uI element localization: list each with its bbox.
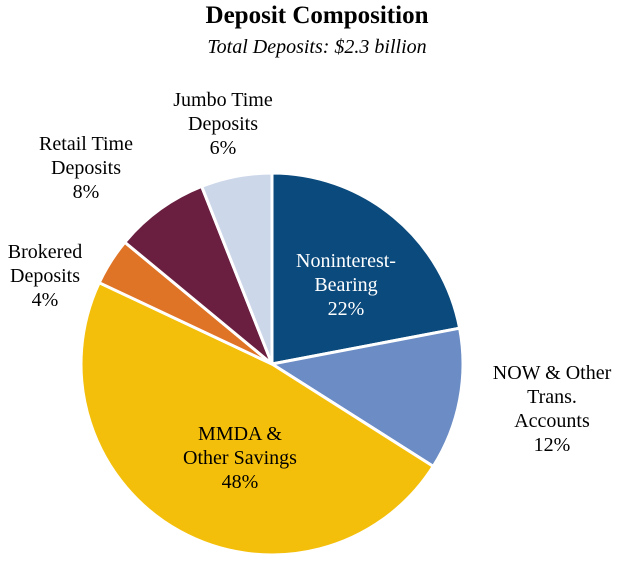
slice-label: Noninterest-Bearing 22%: [296, 250, 396, 320]
slice-label-line: Jumbo Time: [173, 89, 273, 111]
slice-label-line: Other Savings: [183, 447, 297, 469]
slice-percent: 6%: [210, 137, 237, 159]
pie-slice: [79, 281, 435, 557]
slice-label-line: MMDA &: [198, 423, 282, 445]
slice-percent: 48%: [222, 471, 259, 493]
slice-percent: 22%: [328, 298, 365, 320]
slice-label-line: Deposits: [51, 157, 121, 179]
pie-slices: [79, 171, 465, 557]
slice-label-line: Bearing: [314, 274, 377, 296]
pie-slice: [270, 171, 462, 366]
slice-percent: 12%: [534, 434, 571, 456]
slice-label-line: Trans.: [527, 386, 577, 408]
slice-label: Brokered Deposits 4%: [8, 241, 82, 311]
chart-title: Deposit Composition: [205, 2, 429, 29]
slice-label-line: Deposits: [188, 113, 258, 135]
pie-slice: [270, 326, 465, 468]
slice-label-line: NOW & Other: [493, 362, 612, 384]
slice-label: Jumbo Time Deposits 6%: [173, 89, 273, 159]
slice-label-line: Deposits: [10, 265, 80, 287]
pie-slice: [200, 171, 274, 366]
slice-label: NOW & Other Trans. Accounts 12%: [493, 362, 612, 456]
pie-labels: Noninterest-Bearing 22% NOW & Other Trans. A…: [8, 89, 612, 493]
slice-label: Retail Time Deposits 8%: [39, 133, 133, 203]
slice-percent: 4%: [32, 289, 59, 311]
slice-label-line: Retail Time: [39, 133, 133, 155]
pie-slice: [123, 184, 274, 366]
slice-percent: 8%: [73, 181, 100, 203]
chart-subtitle: Total Deposits: $2.3 billion: [207, 36, 427, 58]
slice-label-line: Noninterest-: [296, 250, 396, 272]
slice-label-line: Accounts: [514, 410, 590, 432]
slice-label-line: Brokered: [8, 241, 82, 263]
slice-label: MMDA & Other Savings 48%: [183, 423, 297, 493]
